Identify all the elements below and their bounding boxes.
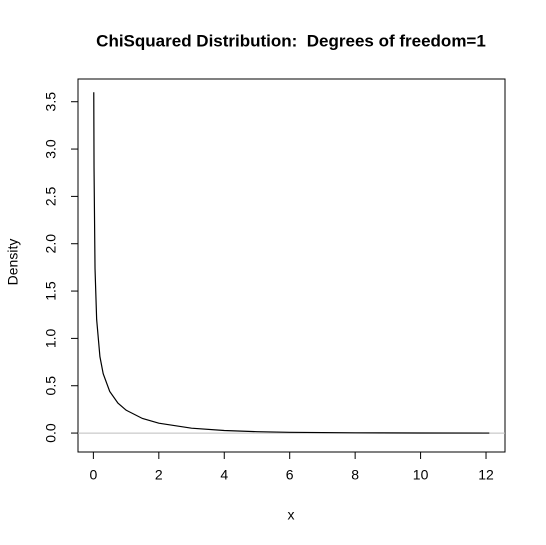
- y-tick-label: 1.0: [43, 328, 59, 348]
- y-tick-label: 3.5: [43, 92, 59, 112]
- y-tick-label: 1.5: [43, 281, 59, 301]
- y-axis-label: Density: [5, 239, 21, 286]
- x-tick-label: 12: [478, 467, 494, 483]
- y-tick-label: 2.5: [43, 186, 59, 206]
- x-tick-label: 6: [286, 467, 294, 483]
- x-tick-label: 2: [155, 467, 163, 483]
- density-curve: [93, 92, 490, 434]
- x-axis-label: x: [288, 507, 295, 523]
- x-tick-label: 4: [220, 467, 228, 483]
- y-tick-label: 2.0: [43, 234, 59, 254]
- x-tick-label: 8: [351, 467, 359, 483]
- y-tick-label: 0.5: [43, 376, 59, 396]
- x-tick-label: 10: [413, 467, 429, 483]
- y-tick-label: 0.0: [43, 423, 59, 443]
- chart-title: ChiSquared Distribution: Degrees of free…: [96, 31, 486, 50]
- y-tick-label: 3.0: [43, 139, 59, 159]
- x-tick-label: 0: [89, 467, 97, 483]
